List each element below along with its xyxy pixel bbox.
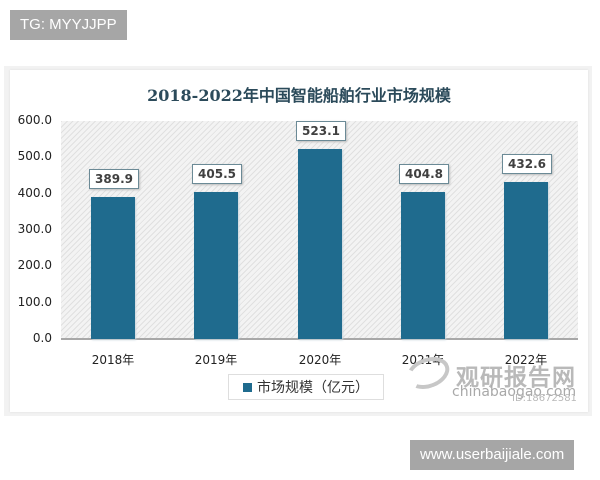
chart-title: 2018-2022年中国智能船舶行业市场规模 [147, 86, 451, 105]
legend-swatch-icon [243, 382, 252, 392]
data-label: 523.1 [296, 120, 346, 141]
data-label: 404.8 [399, 163, 449, 184]
y-axis-tick-label: 200.0 [17, 258, 52, 273]
bar-2022 [504, 181, 548, 339]
bar-2021 [401, 191, 445, 339]
legend: 市场规模（亿元） [228, 374, 384, 400]
bar-2020 [298, 148, 342, 339]
bar-2018 [91, 197, 135, 339]
data-label: 432.6 [502, 153, 552, 174]
y-axis-tick-label: 600.0 [17, 113, 52, 127]
x-axis-tick-label: 2020年 [298, 353, 342, 367]
data-label: 389.9 [89, 169, 139, 190]
bar-2019 [194, 191, 238, 339]
legend-label: 市场规模（亿元） [257, 380, 369, 396]
x-axis-line [61, 338, 578, 340]
y-axis-tick-label: 500.0 [17, 149, 52, 164]
data-label: 405.5 [192, 163, 242, 184]
y-axis-tick-label: 100.0 [17, 294, 52, 309]
watermark-brand: 观研报告网 [456, 365, 576, 391]
x-axis-tick-label: 2022年 [504, 353, 548, 367]
x-axis-tick-label: 2018年 [91, 353, 135, 367]
chart-card: 2018-2022年中国智能船舶行业市场规模 600.0 500.0 400.0 30… [10, 70, 588, 412]
y-axis-tick-label: 400.0 [17, 185, 52, 200]
chart-frame: 2018-2022年中国智能船舶行业市场规模 600.0 500.0 400.0 30… [4, 66, 592, 416]
y-axis-tick-label: 300.0 [17, 222, 52, 236]
top-watermark-tag: TG: MYYJJPP [10, 10, 127, 40]
watermark-id: ID:18672581 [512, 393, 577, 404]
x-axis-tick-label: 2019年 [194, 353, 238, 367]
x-axis-tick-label: 2021年 [401, 353, 445, 367]
y-axis-tick-label: 0.0 [32, 331, 52, 345]
bottom-watermark-tag: www.userbaijiale.com [410, 440, 575, 470]
watermark-url: chinabaogao.com [452, 384, 577, 400]
